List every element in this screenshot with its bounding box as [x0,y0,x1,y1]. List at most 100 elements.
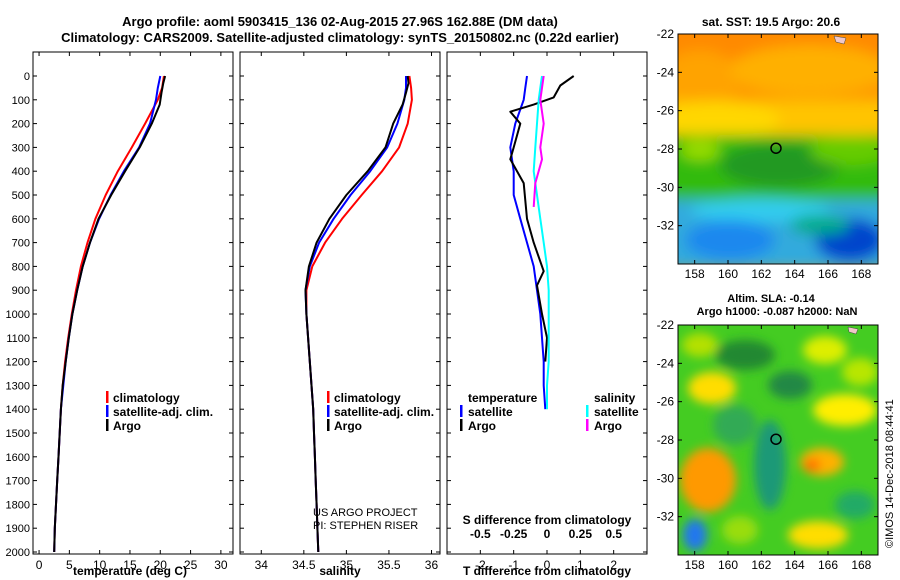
x-tick-label: 25 [184,558,198,572]
lat-tick-label: -30 [657,180,675,194]
sst-profile-location-marker [770,142,782,154]
x-tick-label: -1 [508,558,519,572]
difference-series [509,75,575,410]
legend-label-argo: Argo [113,419,141,433]
sst-map-title: sat. SST: 19.5 Argo: 20.6 [702,15,841,29]
lon-tick-label: 162 [751,267,771,281]
legend-swatch-satellite [106,405,109,417]
x2-tick-label: 0.25 [569,527,593,541]
y-tick-label: 1000 [6,309,30,321]
lat-tick-label: -22 [657,27,675,41]
y-tick-label: 1100 [6,333,30,345]
lat-tick-label: -30 [657,471,675,485]
difference-legend: temperature satellite Argo salinity sate… [460,391,639,433]
series-line-climatology [305,75,413,553]
legend-label-climatology: climatology [334,391,401,405]
x-tick-label: 34.5 [292,558,316,572]
lon-tick-label: 168 [851,558,871,572]
x-tick-label: 5 [66,558,73,572]
legend-label-s-satellite: satellite [594,405,639,419]
lat-tick-label: -24 [657,65,675,79]
x-tick-label: 34 [255,558,269,572]
series-line-satellite-adj-clim- [53,75,162,553]
y-tick-label: 900 [12,285,30,297]
x2-tick-label: 0.5 [605,527,622,541]
y-tick-label: 1800 [6,499,30,511]
legend-label-s-argo: Argo [594,419,622,433]
x-tick-label: 10 [93,558,107,572]
lat-tick-label: -32 [657,510,675,524]
y-tick-label: 1700 [6,476,30,488]
y-tick-label: 700 [12,238,30,250]
y-tick-label: 200 [12,119,30,131]
x-tick-label: 0 [544,558,551,572]
y-tick-label: 300 [12,142,30,154]
lon-tick-label: 158 [685,267,705,281]
series-line-t-satellite [509,75,547,410]
y-tick-label: 1200 [6,357,30,369]
lon-tick-label: 164 [785,558,805,572]
x-tick-label: -2 [475,558,486,572]
sla-field [678,325,878,555]
series-line-satellite-adj-clim- [304,76,407,553]
difference-plot-frame [446,51,648,555]
difference-axis-ticks: -2 -1 0 1 2 -0.5 -0.25 0 0.25 0.5 [447,52,647,572]
series-line-argo [53,75,167,553]
figure-title-line1: Argo profile: aoml 5903415_136 02-Aug-20… [122,14,558,29]
lat-tick-label: -28 [657,433,675,447]
lat-tick-label: -26 [657,104,675,118]
y-tick-label: 2000 [6,547,30,559]
figure-title-line2: Climatology: CARS2009. Satellite-adjuste… [61,30,619,45]
legend-title-salinity: salinity [594,391,636,405]
y-tick-label: 1900 [6,523,30,535]
lon-tick-label: 160 [718,267,738,281]
y-tick-label: 1600 [6,452,30,464]
salinity-plot-frame [239,51,441,555]
temperature-axis-ticks: 0100200300400500600700800900100011001200… [6,52,233,572]
y-tick-label: 800 [12,261,30,273]
temperature-series [53,75,167,553]
salinity-legend: climatology satellite-adj. clim. Argo [327,391,434,433]
lon-tick-label: 166 [818,558,838,572]
salinity-axis-ticks: 34 34.5 35 35.5 36 [240,52,440,572]
sst-field [678,34,878,264]
temperature-plot-frame [32,51,234,555]
legend-label-t-satellite: satellite [468,405,513,419]
salinity-series [304,75,413,553]
credit-project: US ARGO PROJECT [313,507,418,519]
x-tick-label: 1 [577,558,584,572]
y-tick-label: 100 [12,95,30,107]
x-tick-label: 36 [425,558,439,572]
x-tick-label: 35.5 [377,558,401,572]
legend-label-argo: Argo [334,419,362,433]
y-tick-label: 1300 [6,380,30,392]
sst-map-ticks: 158 160 162 164 166 168 -22 -24 -26 -28 -30 -32 [657,27,878,281]
legend-swatch-argo [327,419,330,431]
temperature-xlabel: temperature (deg C) [73,564,187,578]
legend-label-satellite: satellite-adj. clim. [113,405,213,419]
series-line-t-argo [509,75,575,362]
legend-swatch-climatology [327,391,330,403]
legend-swatch-argo [106,419,109,431]
credit-pi: PI: STEPHEN RISER [313,520,418,532]
x-tick-label: 30 [214,558,228,572]
lon-tick-label: 158 [685,558,705,572]
y-tick-label: 1400 [6,404,30,416]
temperature-legend: climatology satellite-adj. clim. Argo [106,391,213,433]
lat-tick-label: -32 [657,219,675,233]
lon-tick-label: 166 [818,267,838,281]
lon-tick-label: 162 [751,558,771,572]
lon-tick-label: 164 [785,267,805,281]
sla-map-title-line2: Argo h1000: -0.087 h2000: NaN [697,306,858,318]
y-tick-label: 1500 [6,428,30,440]
x-tick-label: 2 [610,558,617,572]
legend-swatch-climatology [106,391,109,403]
x-tick-label: 15 [123,558,137,572]
y-tick-label: 0 [24,71,30,83]
imos-credit: ©IMOS 14-Dec-2018 08:44:41 [884,399,896,548]
series-line-s-satellite [532,75,550,410]
legend-swatch-satellite [327,405,330,417]
y-tick-label: 600 [12,214,30,226]
sla-map-title-line1: Altim. SLA: -0.14 [727,293,815,305]
